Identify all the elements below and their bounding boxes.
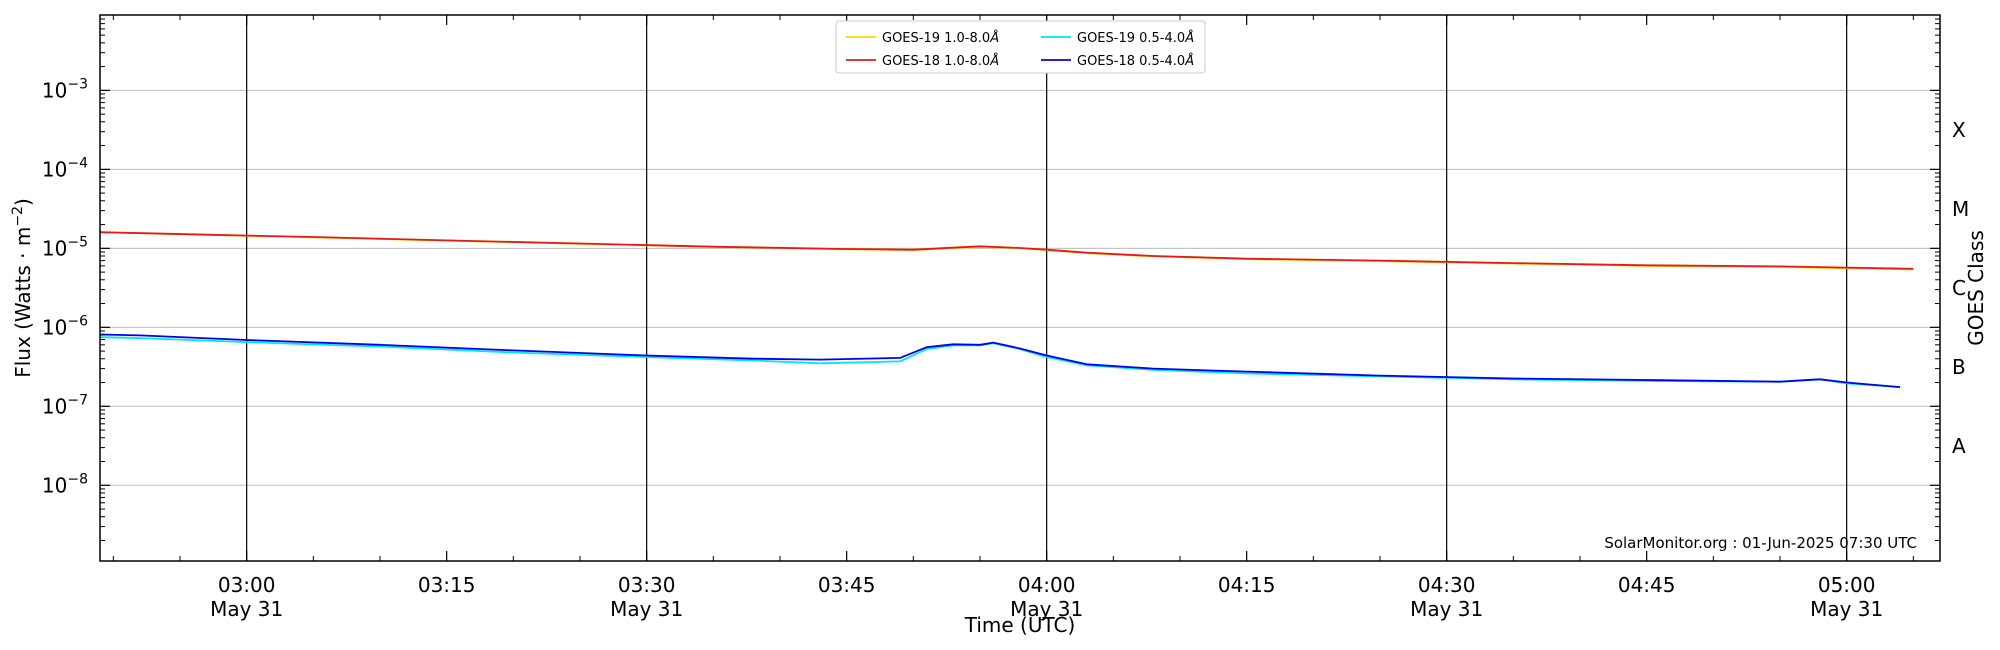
x-tick-label: 03:45: [818, 573, 876, 597]
timestamp-stamp: SolarMonitor.org : 01-Jun-2025 07:30 UTC: [1604, 534, 1917, 552]
y-tick-label: 10−3: [42, 76, 88, 102]
x-tick-date-label: May 31: [1810, 597, 1883, 621]
legend-label: GOES-18 0.5-4.0Å: [1077, 53, 1194, 69]
x-tick-label: 04:00: [1018, 573, 1076, 597]
plot-area: [100, 15, 1940, 561]
legend-label: GOES-19 1.0-8.0Å: [882, 30, 999, 46]
x-tick-date-label: May 31: [210, 597, 283, 621]
legend-label: GOES-18 1.0-8.0Å: [882, 53, 999, 69]
y-axis-label: Flux (Watts · m−2): [10, 198, 35, 378]
goes-class-labels: A B C M X: [1952, 118, 1969, 458]
x-tick-date-label: May 31: [610, 597, 683, 621]
legend-label: GOES-19 0.5-4.0Å: [1077, 30, 1194, 46]
x-tick-label: 04:45: [1618, 573, 1676, 597]
goes-class-label: A: [1952, 434, 1966, 458]
goes-class-label: B: [1952, 355, 1966, 379]
y-tick-label: 10−5: [42, 234, 88, 260]
goes-class-label: X: [1952, 118, 1966, 142]
goes-class-label: C: [1952, 276, 1966, 300]
x-tick-label: 04:30: [1418, 573, 1476, 597]
gridlines: [100, 89, 1940, 486]
plot-frame: [99, 14, 1941, 562]
series-line: [99, 231, 1914, 270]
x-axis-label: Time (UTC): [964, 613, 1076, 637]
y-tick-label: 10−8: [42, 471, 88, 497]
x-tick-label: 05:00: [1818, 573, 1876, 597]
y-tick-label: 10−7: [42, 392, 88, 418]
x-tick-label: 03:15: [418, 573, 476, 597]
y-tick-labels: 10−8 10−7 10−6 10−5 10−4 10−3: [42, 76, 88, 497]
legend-box: [835, 20, 1206, 74]
x-tick-date-label: May 31: [1410, 597, 1483, 621]
data-series: [99, 231, 1914, 388]
goes-class-label: M: [1952, 197, 1969, 221]
x-tick-label: 04:15: [1218, 573, 1276, 597]
x-tick-label: 03:00: [218, 573, 276, 597]
legend: GOES-19 1.0-8.0Å GOES-18 1.0-8.0Å GOES-19 …: [835, 20, 1206, 74]
axis-ticks: [100, 15, 1940, 561]
x-tick-date-label: May 31: [1010, 597, 1083, 621]
x-tick-label: 03:30: [618, 573, 676, 597]
y-tick-label: 10−6: [42, 313, 88, 339]
series-line: [99, 333, 1901, 388]
y-tick-label: 10−4: [42, 155, 88, 181]
right-axis-label: GOES Class: [1964, 230, 1988, 346]
vertical-time-lines: [246, 15, 1848, 561]
